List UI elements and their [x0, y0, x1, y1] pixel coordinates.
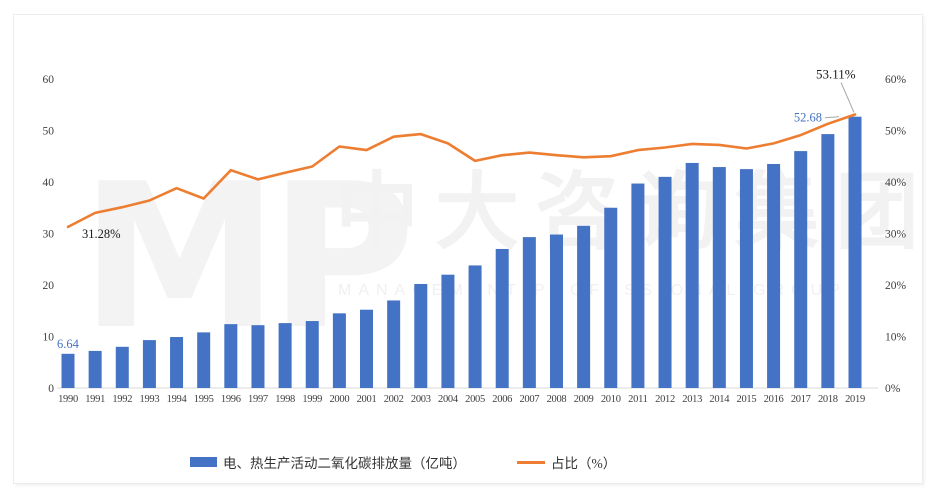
right-axis-tick-30%: 30% — [885, 229, 907, 241]
x-axis-label-2017: 2017 — [791, 394, 811, 405]
x-axis-label-1997: 1997 — [248, 394, 268, 405]
x-axis-label-2007: 2007 — [519, 394, 539, 405]
x-axis-label-1996: 1996 — [221, 394, 241, 405]
left-axis-tick-10: 10 — [43, 332, 55, 344]
bar-1999 — [305, 321, 319, 388]
leader-line-share-2019 — [840, 82, 855, 113]
bar-1993 — [142, 340, 156, 388]
bar-2012 — [658, 176, 672, 388]
label-line-1990: 31.28% — [82, 227, 121, 241]
right-axis-tick-50%: 50% — [885, 126, 907, 138]
right-axis-tick-60%: 60% — [885, 74, 907, 86]
x-axis-label-2003: 2003 — [411, 394, 431, 405]
watermark-mp-logo: MP — [80, 141, 416, 374]
bar-1990 — [61, 353, 75, 388]
left-axis-tick-30: 30 — [43, 229, 55, 241]
x-axis-label-2005: 2005 — [465, 394, 485, 405]
bar-2011 — [631, 183, 645, 388]
bar-1998 — [278, 323, 292, 388]
x-axis-label-2001: 2001 — [357, 394, 377, 405]
bar-2005 — [468, 265, 482, 388]
left-axis-tick-0: 0 — [48, 383, 54, 395]
label-bar-1990: 6.64 — [57, 337, 80, 351]
x-axis-label-2012: 2012 — [655, 394, 675, 405]
x-axis-label-2006: 2006 — [492, 394, 512, 405]
left-axis-tick-40: 40 — [43, 177, 55, 189]
x-axis-label-2010: 2010 — [601, 394, 621, 405]
right-axis-tick-10%: 10% — [885, 332, 907, 344]
x-axis-label-1990: 1990 — [58, 394, 78, 405]
bar-2019 — [848, 116, 862, 388]
legend-share-label: 占比（%） — [551, 456, 617, 471]
right-axis-tick-20%: 20% — [885, 280, 907, 292]
bar-2002 — [387, 300, 401, 388]
x-axis-label-2000: 2000 — [329, 394, 349, 405]
bar-2007 — [522, 237, 536, 388]
x-axis-label-1992: 1992 — [112, 394, 132, 405]
legend-item-emissions: 电、热生产活动二氧化碳排放量（亿吨） — [190, 449, 466, 475]
bar-2006 — [495, 248, 509, 388]
x-axis-label-2004: 2004 — [438, 394, 459, 405]
bar-2001 — [360, 309, 374, 388]
left-axis-tick-50: 50 — [43, 126, 55, 138]
leader-line-bar-2019 — [824, 116, 840, 119]
bar-2018 — [821, 134, 835, 388]
x-axis-label-1995: 1995 — [194, 394, 214, 405]
bar-2009 — [577, 225, 591, 388]
x-axis-label-1993: 1993 — [140, 394, 160, 405]
x-axis-label-1994: 1994 — [167, 394, 188, 405]
bar-2003 — [414, 283, 428, 388]
bar-2008 — [549, 234, 563, 388]
legend-bar-swatch — [190, 457, 217, 467]
left-axis-tick-20: 20 — [43, 280, 55, 292]
bar-2016 — [767, 163, 781, 388]
bar-2010 — [604, 207, 618, 388]
legend-item-share: 占比（%） — [517, 449, 616, 475]
left-axis-tick-60: 60 — [43, 74, 55, 86]
bar-2004 — [441, 274, 455, 388]
x-axis-label-2015: 2015 — [737, 394, 757, 405]
bar-2014 — [712, 167, 726, 388]
bar-1995 — [197, 332, 211, 388]
bar-2000 — [332, 313, 346, 388]
bar-2015 — [739, 169, 753, 388]
x-axis-label-2019: 2019 — [845, 394, 865, 405]
bar-1991 — [88, 350, 102, 388]
bar-2013 — [685, 162, 699, 388]
x-axis-label-2013: 2013 — [682, 394, 702, 405]
bar-1994 — [170, 337, 184, 388]
x-axis-label-2016: 2016 — [764, 394, 784, 405]
bar-1997 — [251, 325, 265, 388]
share-line — [66, 113, 857, 229]
x-axis-label-2002: 2002 — [384, 394, 404, 405]
x-axis-label-2011: 2011 — [628, 394, 647, 405]
right-axis-tick-40%: 40% — [885, 177, 907, 189]
label-bar-2019: 52.68 — [794, 111, 822, 125]
bar-1996 — [224, 324, 238, 388]
legend-line-swatch — [517, 460, 545, 464]
label-line-2019: 53.11% — [816, 66, 856, 81]
x-axis-label-2008: 2008 — [547, 394, 567, 405]
right-axis-tick-0%: 0% — [885, 383, 901, 395]
x-axis-label-2009: 2009 — [574, 394, 594, 405]
x-axis-label-2018: 2018 — [818, 394, 838, 405]
chart-legend: 电、热生产活动二氧化碳排放量（亿吨） 占比（%） — [0, 449, 934, 475]
legend-emissions-label: 电、热生产活动二氧化碳排放量（亿吨） — [223, 456, 466, 471]
bar-1992 — [115, 346, 129, 388]
x-axis-label-2014: 2014 — [709, 394, 730, 405]
x-axis-label-1991: 1991 — [85, 394, 105, 405]
bar-2017 — [794, 151, 808, 388]
x-axis-label-1999: 1999 — [302, 394, 322, 405]
x-axis-label-1998: 1998 — [275, 394, 295, 405]
